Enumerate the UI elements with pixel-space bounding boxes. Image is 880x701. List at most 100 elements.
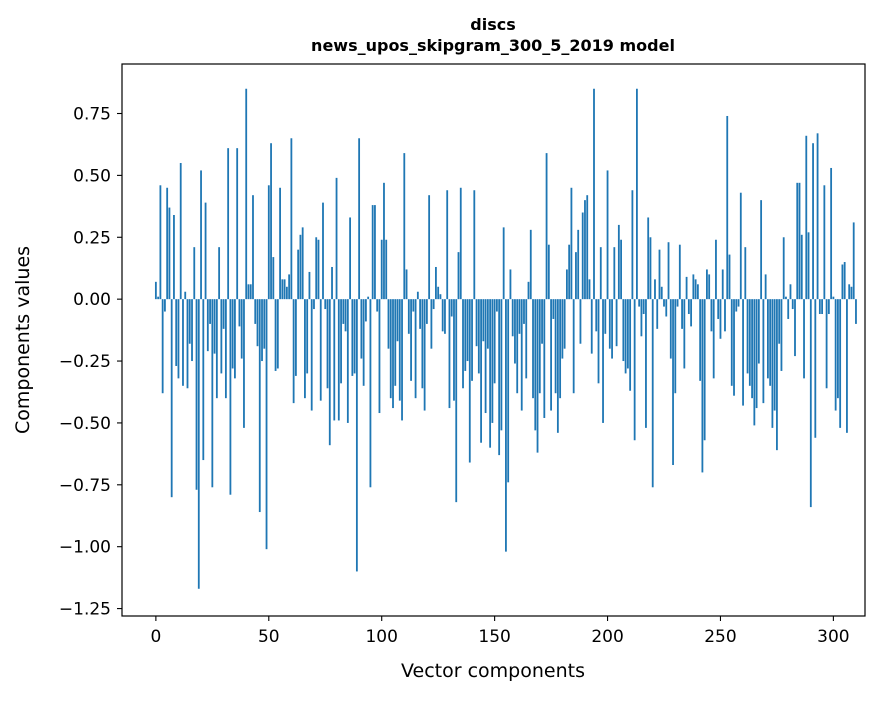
bar — [755, 299, 758, 409]
bar — [317, 239, 320, 300]
bar — [724, 299, 726, 332]
x-axis-label: Vector components — [401, 660, 585, 682]
bar — [184, 291, 187, 300]
bar — [701, 299, 704, 473]
x-tick-label: 200 — [591, 627, 623, 647]
bar — [464, 299, 467, 371]
bar — [457, 252, 460, 300]
bar — [794, 299, 796, 357]
bar — [629, 299, 632, 391]
bar — [753, 299, 756, 426]
bar — [446, 190, 449, 300]
bar — [850, 286, 853, 300]
bar — [403, 153, 406, 300]
bar — [651, 299, 654, 488]
y-tick-label: 0.50 — [73, 166, 111, 186]
bar — [188, 299, 191, 344]
bar — [559, 299, 562, 399]
bar — [726, 115, 729, 300]
bar — [532, 299, 534, 399]
bar — [633, 299, 636, 441]
bar — [331, 266, 333, 300]
bar — [827, 299, 830, 315]
bar — [846, 299, 848, 433]
bar — [545, 153, 548, 300]
bar — [462, 299, 464, 389]
bar — [344, 299, 347, 332]
bar — [669, 299, 672, 359]
bar — [358, 138, 361, 300]
bar — [789, 284, 792, 300]
bar — [708, 274, 711, 300]
bar — [649, 237, 652, 300]
bar — [728, 254, 731, 300]
bar — [324, 299, 327, 310]
bar — [642, 299, 645, 315]
bar — [238, 299, 241, 327]
bar — [410, 299, 412, 381]
bar — [717, 299, 720, 319]
bar — [527, 281, 530, 300]
bar — [301, 227, 304, 300]
bar — [335, 177, 338, 300]
bar — [665, 299, 668, 317]
bar — [281, 279, 284, 300]
bar — [771, 299, 774, 428]
bar — [640, 299, 643, 337]
bar — [518, 299, 521, 334]
bar — [267, 185, 270, 300]
bar — [787, 299, 790, 319]
x-tick-label: 100 — [365, 627, 397, 647]
bar — [491, 299, 494, 423]
bar — [220, 299, 223, 374]
bar — [742, 299, 744, 406]
chart-subtitle: news_upos_skipgram_300_5_2019 model — [311, 36, 675, 55]
bar — [398, 299, 401, 401]
bar — [687, 299, 690, 315]
bar — [179, 163, 182, 300]
bar — [681, 299, 683, 329]
bar — [285, 286, 288, 300]
axes-layer: 0 50 100 150 200 250 300 0.75 0.50 0.25 0.00 −0.25 −… — [59, 105, 850, 647]
bar — [274, 299, 277, 371]
bar — [315, 237, 318, 300]
bar — [234, 299, 236, 379]
bar — [297, 249, 300, 300]
bar — [308, 271, 311, 300]
bar — [581, 212, 584, 300]
bars-layer — [154, 88, 857, 589]
bar — [353, 299, 356, 374]
bar — [365, 299, 367, 322]
bar — [480, 299, 482, 443]
x-tick-label: 300 — [817, 627, 849, 647]
bar — [534, 299, 537, 431]
bar — [552, 299, 555, 319]
bar — [586, 195, 589, 300]
bar — [342, 299, 345, 324]
bar — [674, 299, 677, 394]
bar — [805, 135, 808, 300]
bar — [435, 266, 437, 300]
bar — [692, 274, 695, 300]
bar — [556, 299, 559, 433]
bar — [816, 133, 819, 300]
bar — [218, 247, 221, 300]
bar — [430, 299, 433, 349]
bar — [762, 299, 765, 404]
bar — [182, 299, 184, 386]
bar — [374, 205, 376, 300]
bar — [660, 286, 663, 300]
bar — [541, 299, 543, 344]
bar — [270, 143, 272, 300]
bar — [222, 299, 225, 329]
bar — [577, 229, 580, 300]
bar — [500, 299, 503, 431]
bar — [450, 299, 453, 317]
bar — [624, 299, 627, 374]
bar — [690, 299, 693, 327]
bar — [177, 299, 180, 379]
bar — [760, 200, 763, 300]
bar — [769, 299, 772, 386]
bar — [371, 205, 374, 300]
bar — [164, 299, 166, 312]
